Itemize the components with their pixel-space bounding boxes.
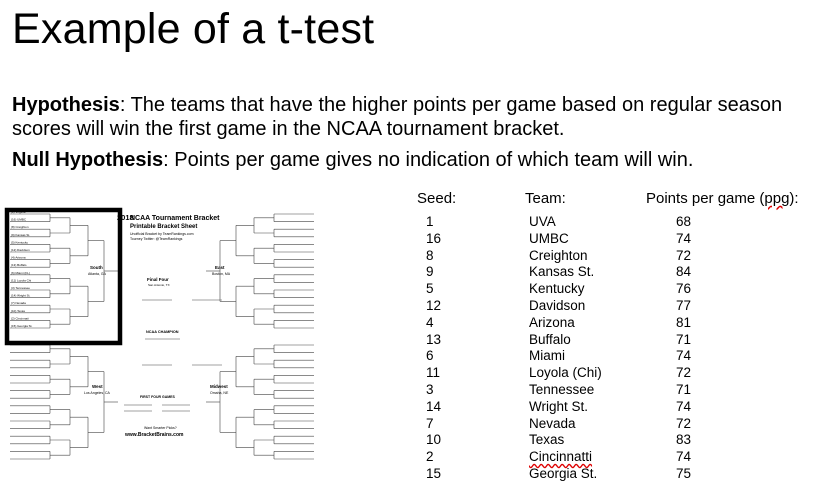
promo-text: Want Smarter Picks? bbox=[144, 426, 177, 430]
team-cell: Tennessee bbox=[529, 382, 595, 397]
team-cell: Davidson bbox=[529, 298, 586, 313]
south-team-label: (16) UMBC bbox=[11, 218, 27, 222]
team-cell: Wright St. bbox=[529, 398, 589, 414]
seed-cell: 7 bbox=[426, 415, 434, 431]
south-team-label: (10) Texas bbox=[11, 309, 25, 313]
seed-cell: 11 bbox=[426, 365, 441, 381]
region-midwest-city: Omaha, NE bbox=[210, 391, 229, 395]
null-hypothesis-label: Null Hypothesis bbox=[12, 149, 164, 171]
south-team-label: (8) Creighton bbox=[11, 225, 29, 229]
seed-cell: 1 bbox=[426, 214, 434, 229]
south-team-label: (9) Kansas St. bbox=[11, 233, 30, 237]
slide-title: Example of a t-test bbox=[12, 5, 375, 53]
ncaa-bracket-image: 2018 NCAA Tournament Bracket Printable B… bbox=[2, 205, 320, 475]
south-team-label: (14) Wright St. bbox=[11, 294, 30, 298]
south-team-label: (7) Nevada bbox=[11, 301, 26, 305]
bracket-heading-2: Printable Bracket Sheet bbox=[130, 224, 197, 230]
region-south-city: Atlanta, GA bbox=[88, 272, 107, 276]
bracket-heading-1: NCAA Tournament Bracket bbox=[130, 215, 220, 222]
bracket-credit-1: Unofficial Bracket by TeamRankings.com bbox=[130, 232, 194, 236]
bracket-drawing: 2018 NCAA Tournament Bracket Printable B… bbox=[4, 207, 314, 460]
bracket-site: www.BracketBrains.com bbox=[124, 432, 184, 438]
team-cell: Texas bbox=[529, 432, 565, 448]
ppg-cell: 77 bbox=[676, 298, 692, 313]
ppg-cell: 74 bbox=[676, 398, 692, 414]
ppg-cell: 72 bbox=[676, 247, 692, 263]
ppg-cell: 74 bbox=[676, 230, 692, 246]
team-cell: Georgia St. bbox=[529, 466, 598, 481]
team-header: Team: bbox=[525, 190, 566, 207]
final-four-label: Final Four bbox=[147, 277, 169, 282]
seed-cell: 5 bbox=[426, 281, 434, 297]
region-west-city: Los Angeles, CA bbox=[84, 391, 111, 395]
region-midwest: Midwest bbox=[210, 384, 228, 389]
region-south: South bbox=[90, 265, 103, 270]
ppg-cell: 84 bbox=[676, 264, 692, 280]
seed-cell: 10 bbox=[426, 432, 442, 448]
team-cell: Kansas St. bbox=[529, 264, 595, 280]
ppg-header-abbr: ppg bbox=[764, 190, 790, 207]
ppg-cell: 81 bbox=[676, 314, 692, 330]
seed-cell: 16 bbox=[426, 230, 442, 246]
ppg-cell: 68 bbox=[676, 214, 692, 229]
team-cell: UMBC bbox=[529, 230, 569, 246]
ppg-header: Points per game (ppg): bbox=[646, 190, 799, 207]
seed-cell: 6 bbox=[426, 348, 434, 364]
seed-cell: 2 bbox=[426, 449, 434, 465]
team-cell: Miami bbox=[529, 348, 565, 364]
south-team-label: (15) Georgia St. bbox=[11, 324, 33, 328]
hypothesis-paragraph: Hypothesis: The teams that have the high… bbox=[12, 93, 802, 141]
team-cell: Buffalo bbox=[529, 331, 571, 347]
ppg-cell: 71 bbox=[676, 331, 692, 347]
south-team-label: (13) Buffalo bbox=[11, 263, 27, 267]
team-cell: Loyola (Chi) bbox=[529, 365, 602, 381]
team-cell: Creighton bbox=[529, 247, 588, 263]
hypothesis-text: : The teams that have the higher points … bbox=[12, 94, 783, 140]
south-team-label: (5) Kentucky bbox=[11, 240, 28, 244]
team-cell: Kentucky bbox=[529, 281, 585, 297]
south-team-label: (4) Arizona bbox=[11, 256, 26, 260]
ppg-cell: 74 bbox=[676, 449, 692, 465]
team-cell: Cincinnatti bbox=[529, 449, 593, 465]
seed-cell: 8 bbox=[426, 247, 434, 263]
seed-cell: 15 bbox=[426, 466, 442, 481]
final-four-city: San Antonio, TX bbox=[148, 283, 170, 287]
seed-header: Seed: bbox=[417, 190, 457, 207]
seed-cell: 13 bbox=[426, 331, 442, 347]
ppg-header-prefix: Points per game ( bbox=[646, 190, 765, 207]
south-team-label: (6) Miami (FL) bbox=[11, 271, 30, 275]
bracket-year: 2018 bbox=[117, 213, 134, 222]
ppg-header-suffix: ): bbox=[789, 190, 799, 207]
ppg-cell: 71 bbox=[676, 382, 692, 397]
null-hypothesis-text: : Points per game gives no indication of… bbox=[163, 149, 694, 171]
first-four-label: FIRST FOUR GAMES bbox=[140, 395, 175, 399]
ppg-cell: 74 bbox=[676, 348, 692, 364]
south-team-label: (11) Loyola Chi bbox=[11, 278, 31, 282]
south-team-label: (12) Davidson bbox=[11, 248, 30, 252]
ppg-cell: 75 bbox=[676, 466, 692, 481]
bracket-credit-2: Tourney Twitter: @TeamRankings bbox=[130, 237, 183, 241]
south-team-labels: (1) Virginia(16) UMBC(8) Creighton(9) Ka… bbox=[11, 210, 33, 328]
seed-cell: 9 bbox=[426, 264, 434, 280]
seed-cell: 14 bbox=[426, 398, 442, 414]
seed-cell: 4 bbox=[426, 314, 434, 330]
team-cell: UVA bbox=[529, 214, 556, 229]
champion-label: NCAA CHAMPION bbox=[146, 330, 179, 334]
south-team-label: (3) Tennessee bbox=[11, 286, 30, 290]
team-cell: Nevada bbox=[529, 415, 576, 431]
south-team-label: (2) Cincinnati bbox=[11, 316, 29, 320]
south-region-highlight bbox=[4, 207, 123, 346]
seed-cell: 12 bbox=[426, 298, 442, 313]
region-east-city: Boston, MA bbox=[212, 272, 231, 276]
ppg-cell: 83 bbox=[676, 432, 692, 448]
bracket-lines bbox=[10, 213, 314, 460]
null-hypothesis-paragraph: Null Hypothesis: Points per game gives n… bbox=[12, 148, 802, 172]
seed-cell: 3 bbox=[426, 382, 434, 397]
ppg-cell: 72 bbox=[676, 415, 692, 431]
team-cell: Arizona bbox=[529, 314, 575, 330]
hypothesis-label: Hypothesis bbox=[12, 94, 120, 116]
ppg-cell: 72 bbox=[676, 365, 692, 381]
ppg-cell: 76 bbox=[676, 281, 692, 297]
region-west: West bbox=[92, 384, 103, 389]
